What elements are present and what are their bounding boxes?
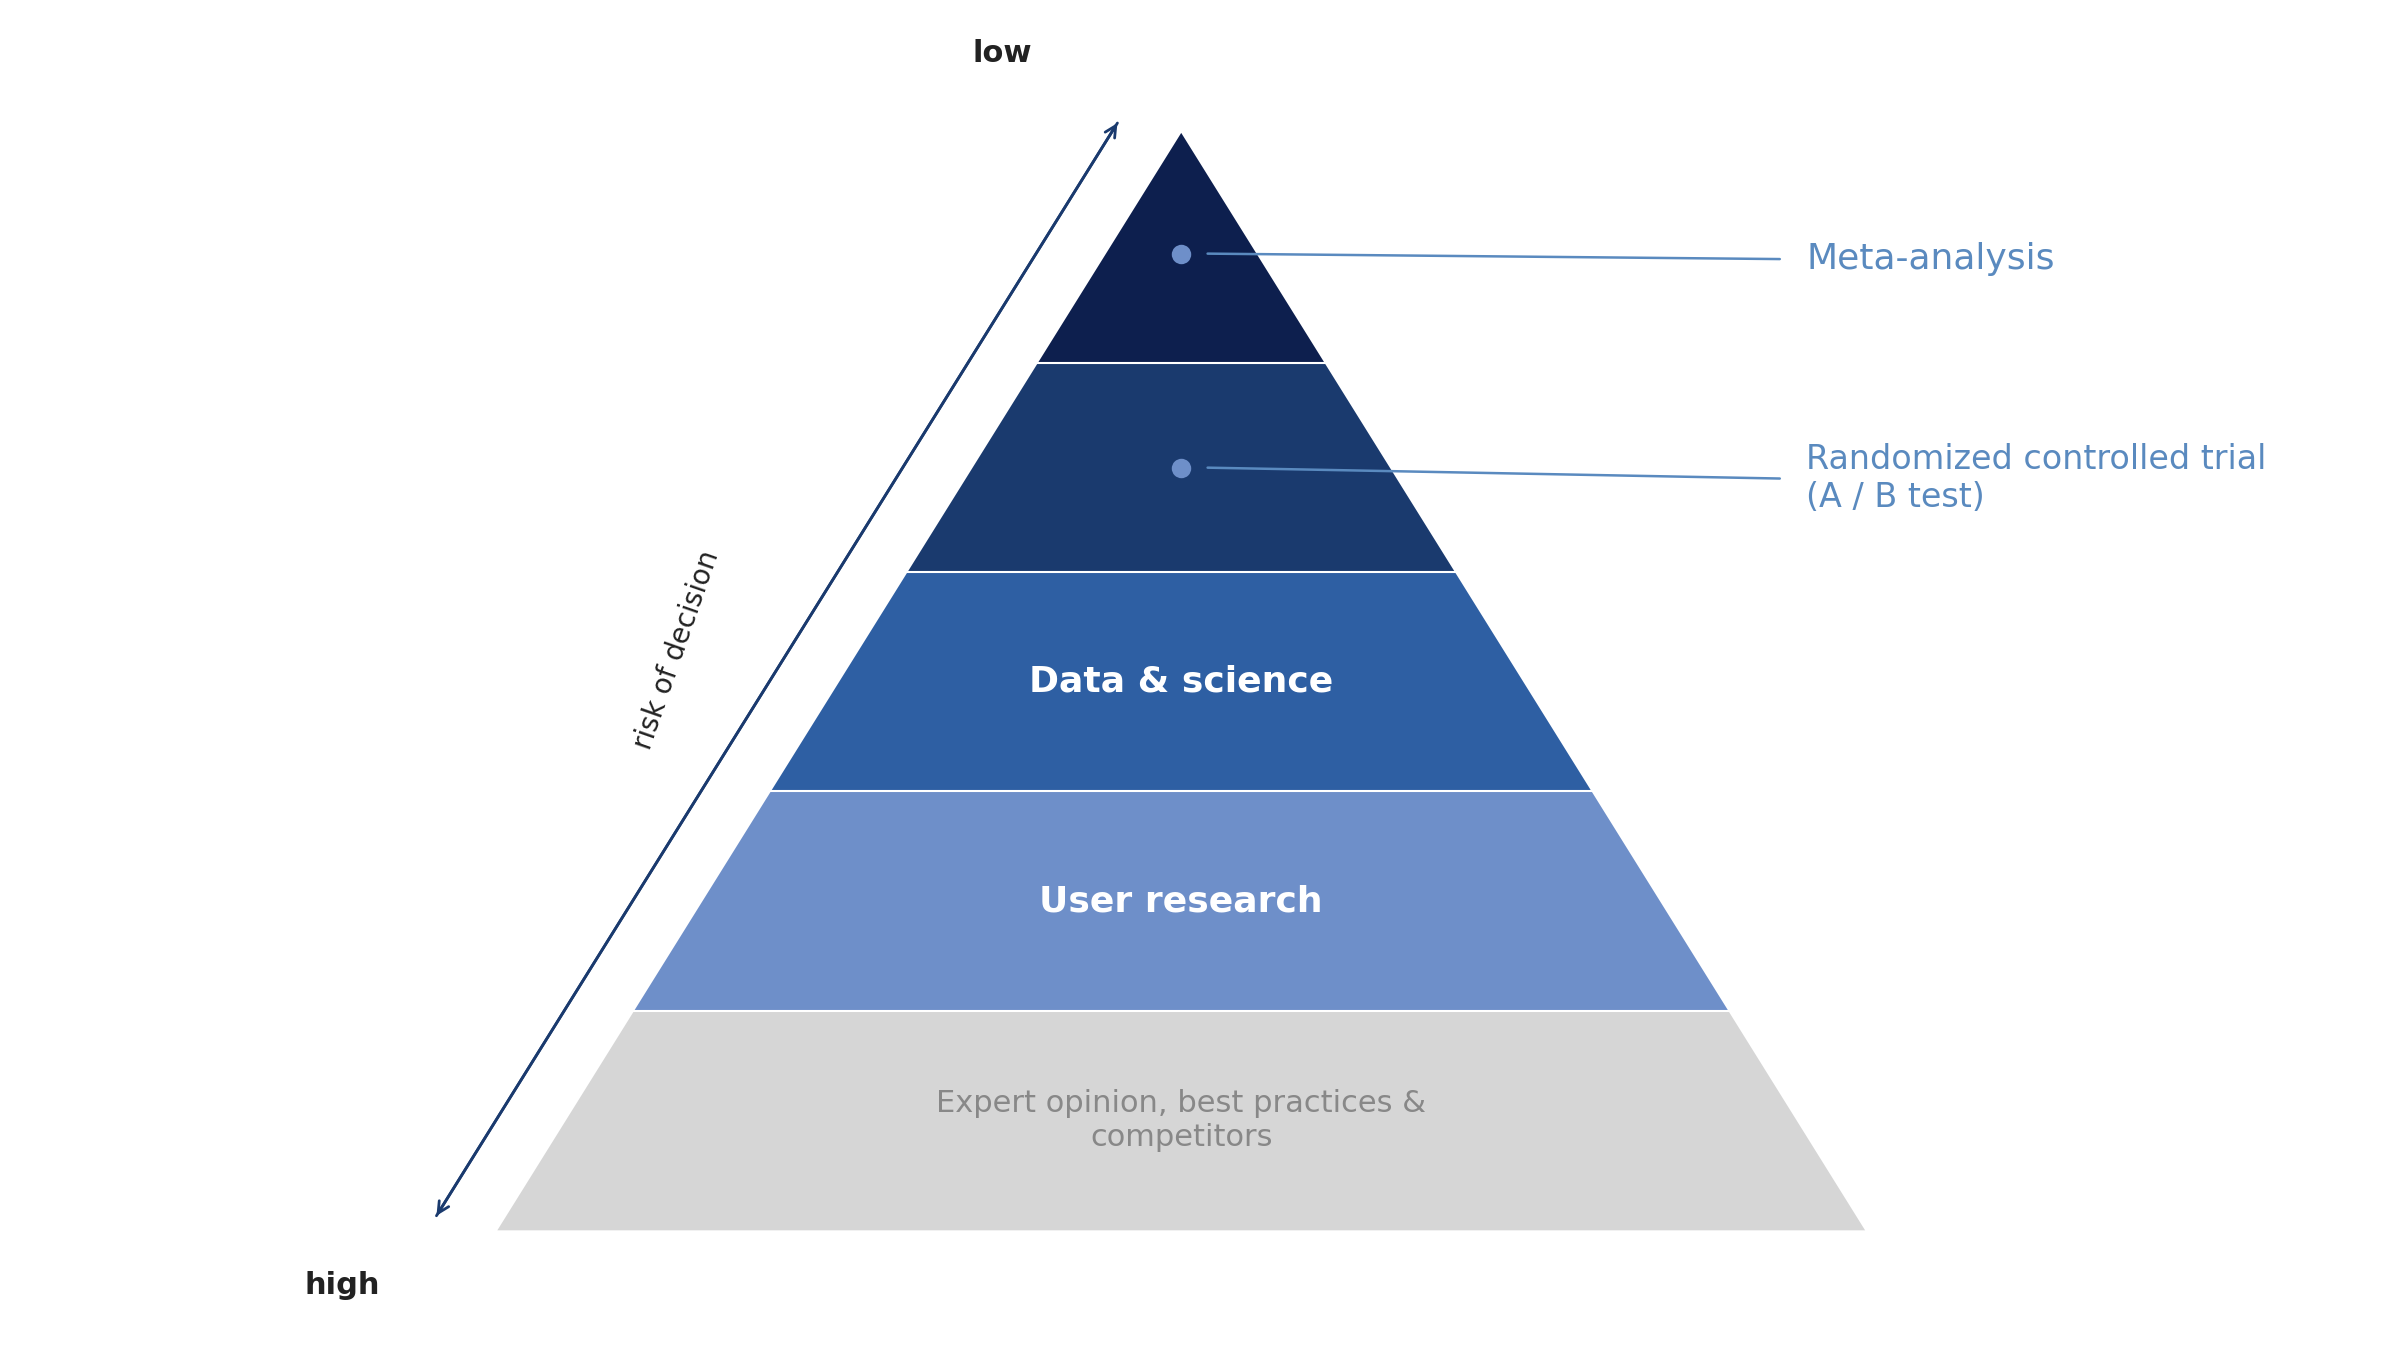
Text: low: low — [972, 39, 1032, 68]
Polygon shape — [634, 791, 1728, 1011]
Text: Randomized controlled trial
(A / B test): Randomized controlled trial (A / B test) — [1807, 443, 2266, 514]
Text: risk of decision: risk of decision — [629, 547, 725, 753]
Text: User research: User research — [1039, 884, 1322, 918]
Text: Expert opinion, best practices &
competitors: Expert opinion, best practices & competi… — [936, 1089, 1426, 1152]
Polygon shape — [497, 1011, 1865, 1230]
Polygon shape — [907, 363, 1454, 572]
Polygon shape — [770, 572, 1591, 791]
Text: Meta-analysis: Meta-analysis — [1807, 242, 2054, 277]
Text: high: high — [305, 1270, 379, 1300]
Polygon shape — [1037, 132, 1325, 363]
Text: Data & science: Data & science — [1030, 664, 1334, 698]
